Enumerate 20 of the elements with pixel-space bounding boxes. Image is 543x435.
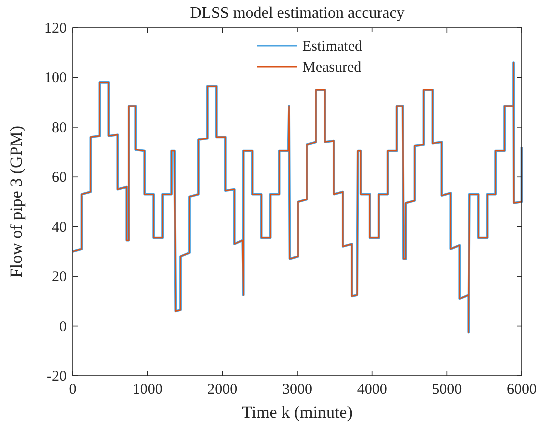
y-tick-label: 0 [60, 319, 67, 336]
y-tick-label: -20 [47, 369, 67, 385]
legend-label: Estimated [302, 39, 363, 55]
y-axis-title: Flow of pipe 3 (GPM) [7, 126, 26, 278]
x-axis-title: Time k (minute) [242, 403, 353, 422]
legend-label: Measured [302, 60, 362, 76]
x-tick-label: 4000 [357, 382, 388, 398]
x-tick-label: 3000 [282, 382, 312, 398]
x-tick-label: 0 [69, 382, 77, 398]
y-tick-label: 80 [52, 120, 67, 136]
y-tick-label: 100 [44, 70, 67, 87]
x-tick-label: 2000 [208, 382, 238, 398]
y-tick-label: 120 [44, 21, 67, 37]
x-tick-label: 6000 [507, 382, 537, 398]
chart-title: DLSS model estimation accuracy [190, 5, 405, 22]
y-tick-label: 60 [52, 170, 67, 186]
y-tick-label: 40 [52, 220, 67, 236]
x-tick-label: 1000 [132, 382, 163, 398]
y-tick-label: 20 [52, 270, 67, 286]
x-tick-label: 5000 [432, 382, 462, 398]
